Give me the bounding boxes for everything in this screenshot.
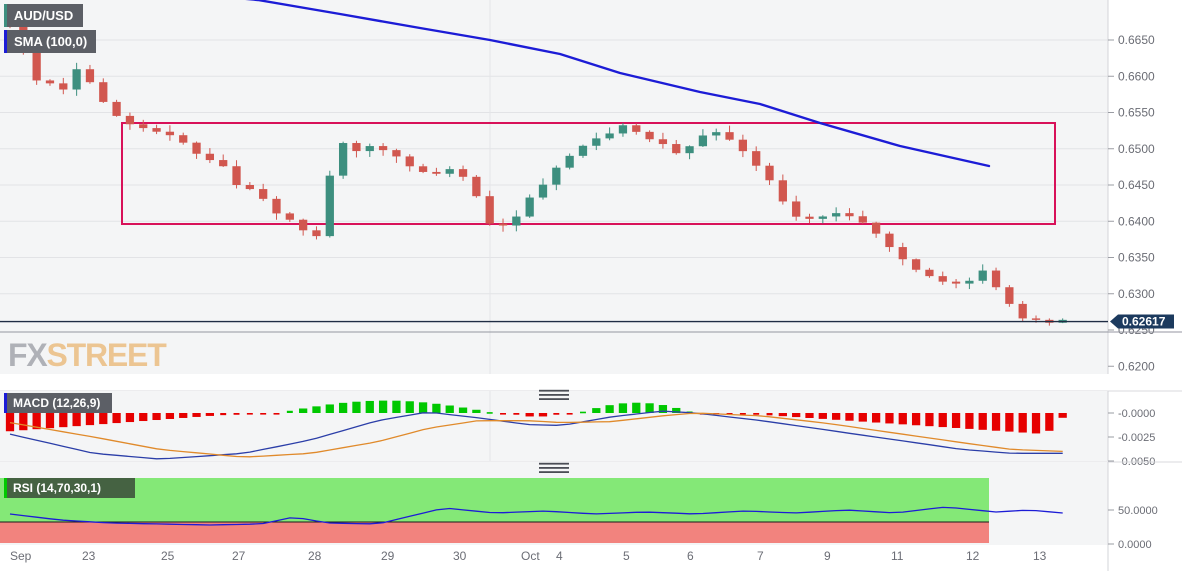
svg-text:0.6400: 0.6400 [1118, 214, 1155, 228]
svg-text:Sep: Sep [10, 549, 32, 563]
svg-text:0.62617: 0.62617 [1122, 315, 1166, 329]
svg-text:FXSTREET: FXSTREET [8, 337, 167, 373]
svg-text:9: 9 [824, 549, 831, 563]
svg-text:28: 28 [308, 549, 322, 563]
svg-text:25: 25 [161, 549, 175, 563]
svg-text:0.6450: 0.6450 [1118, 178, 1155, 192]
svg-text:SMA (100,0): SMA (100,0) [14, 34, 87, 49]
svg-text:4: 4 [556, 549, 563, 563]
svg-text:6: 6 [687, 549, 694, 563]
svg-text:7: 7 [757, 549, 764, 563]
svg-text:0.6550: 0.6550 [1118, 106, 1155, 120]
svg-text:-0.0000: -0.0000 [1118, 408, 1155, 420]
svg-text:0.6650: 0.6650 [1118, 33, 1155, 47]
svg-text:0.6500: 0.6500 [1118, 142, 1155, 156]
svg-text:MACD (12,26,9): MACD (12,26,9) [13, 396, 100, 410]
svg-text:23: 23 [82, 549, 96, 563]
svg-text:27: 27 [232, 549, 246, 563]
svg-text:13: 13 [1033, 549, 1047, 563]
svg-text:12: 12 [966, 549, 980, 563]
svg-text:0.6200: 0.6200 [1118, 359, 1155, 373]
svg-text:0.0000: 0.0000 [1118, 539, 1152, 551]
svg-text:0.6300: 0.6300 [1118, 287, 1155, 301]
svg-text:5: 5 [623, 549, 630, 563]
svg-text:AUD/USD: AUD/USD [14, 8, 73, 23]
svg-text:29: 29 [381, 549, 395, 563]
svg-text:11: 11 [891, 549, 904, 563]
svg-text:RSI (14,70,30,1): RSI (14,70,30,1) [13, 481, 101, 495]
svg-text:-0.0025: -0.0025 [1118, 432, 1155, 444]
svg-text:0.6350: 0.6350 [1118, 251, 1155, 265]
svg-text:30: 30 [453, 549, 467, 563]
svg-text:Oct: Oct [521, 549, 540, 563]
svg-text:0.6600: 0.6600 [1118, 69, 1155, 83]
svg-text:50.0000: 50.0000 [1118, 505, 1158, 517]
